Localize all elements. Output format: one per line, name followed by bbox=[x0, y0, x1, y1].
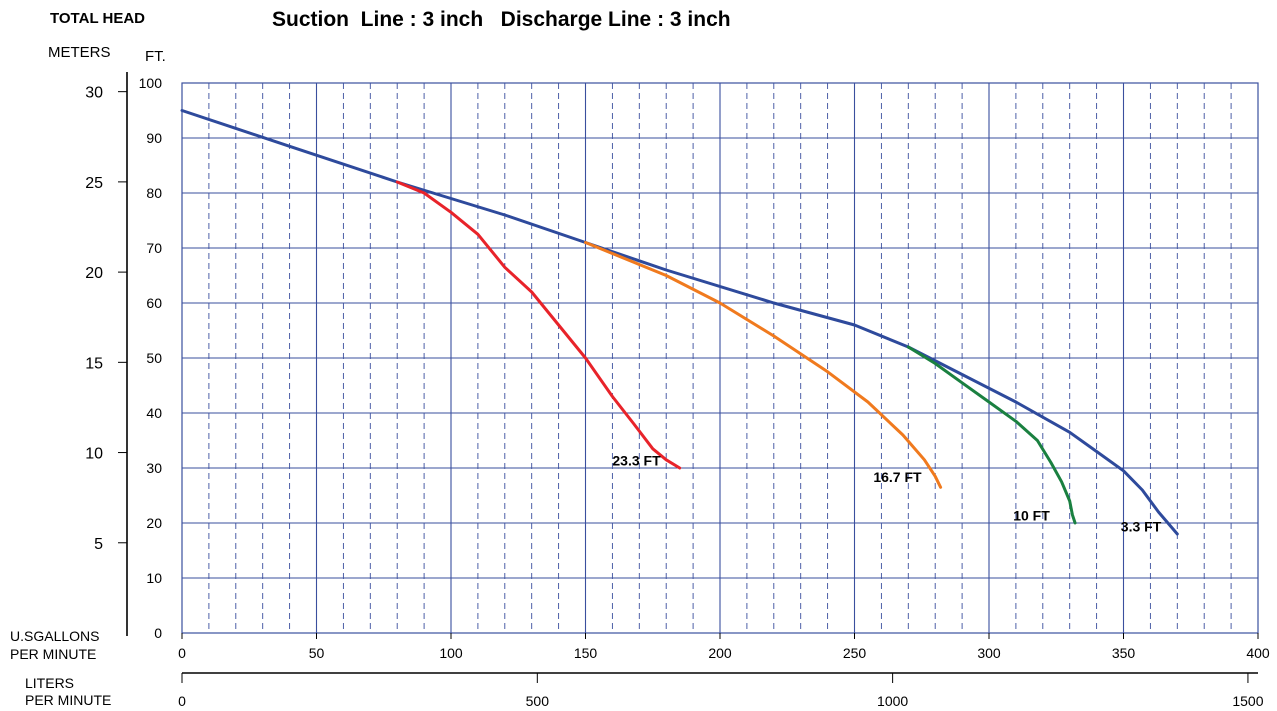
y-tick-label: 60 bbox=[146, 295, 162, 311]
meters-tick-label: 30 bbox=[85, 85, 103, 102]
y-tick-label: 100 bbox=[139, 75, 163, 91]
x-tick-label: 150 bbox=[574, 645, 598, 661]
x-tick-label: 50 bbox=[309, 645, 325, 661]
meters-tick-label: 20 bbox=[85, 265, 103, 282]
y-tick-label: 30 bbox=[146, 460, 162, 476]
ft-label: FT. bbox=[145, 48, 166, 65]
liters-tick-label: 1500 bbox=[1232, 693, 1263, 709]
left-axis-title: TOTAL HEAD bbox=[50, 10, 146, 27]
y-tick-label: 50 bbox=[146, 350, 162, 366]
x-tick-label: 250 bbox=[843, 645, 867, 661]
y-tick-label: 80 bbox=[146, 185, 162, 201]
liters-tick-label: 0 bbox=[178, 693, 186, 709]
chart-title: Suction Line : 3 inch Discharge Line : 3… bbox=[272, 8, 731, 31]
x-tick-label: 350 bbox=[1112, 645, 1136, 661]
y-tick-label: 40 bbox=[146, 405, 162, 421]
lpm-label-bottom: PER MINUTE bbox=[25, 692, 112, 708]
y-tick-label: 20 bbox=[146, 515, 162, 531]
meters-tick-label: 25 bbox=[85, 175, 103, 192]
y-tick-label: 10 bbox=[146, 570, 162, 586]
meters-tick-label: 5 bbox=[94, 536, 103, 553]
curve-label: 3.3 FT bbox=[1121, 518, 1162, 534]
y-tick-label: 90 bbox=[146, 130, 162, 146]
lpm-label-top: LITERS bbox=[25, 675, 75, 691]
x-tick-label: 200 bbox=[708, 645, 732, 661]
gpm-label-top: U.SGALLONS bbox=[10, 628, 100, 644]
x-tick-label: 0 bbox=[178, 645, 186, 661]
x-tick-label: 400 bbox=[1246, 645, 1270, 661]
x-tick-label: 100 bbox=[439, 645, 463, 661]
curve-label: 23.3 FT bbox=[612, 452, 661, 468]
meters-tick-label: 15 bbox=[85, 355, 103, 372]
curve-10-ft bbox=[906, 345, 1077, 525]
liters-tick-label: 500 bbox=[526, 693, 550, 709]
curve-16-7-ft bbox=[584, 241, 943, 489]
y-tick-label: 0 bbox=[154, 625, 162, 641]
curve-label: 16.7 FT bbox=[873, 469, 922, 485]
gpm-label-bottom: PER MINUTE bbox=[10, 646, 97, 662]
liters-tick-label: 1000 bbox=[877, 693, 908, 709]
meters-tick-label: 10 bbox=[85, 446, 103, 463]
y-tick-label: 70 bbox=[146, 240, 162, 256]
curve-23-3-ft bbox=[395, 180, 682, 470]
curve-label: 10 FT bbox=[1013, 507, 1050, 523]
meters-label: METERS bbox=[48, 44, 111, 61]
x-tick-label: 300 bbox=[977, 645, 1001, 661]
curve-3-3-ft bbox=[180, 109, 1179, 536]
